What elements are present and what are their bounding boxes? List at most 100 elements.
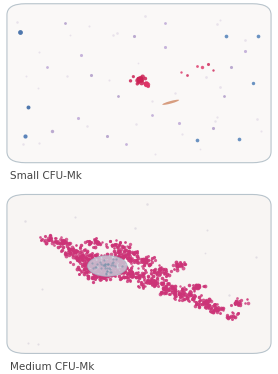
Point: [234, 300, 239, 306]
Point: [116, 93, 120, 99]
Point: [108, 266, 112, 272]
Point: [88, 258, 92, 264]
Point: [197, 282, 201, 288]
Point: [125, 255, 129, 261]
Point: [201, 299, 205, 305]
Point: [100, 272, 104, 278]
Point: [194, 283, 199, 289]
Point: [198, 292, 203, 298]
Point: [164, 283, 168, 289]
Point: [234, 300, 238, 306]
Point: [79, 242, 83, 248]
Point: [86, 253, 91, 259]
Point: [85, 253, 89, 259]
Point: [225, 312, 230, 318]
Point: [93, 271, 97, 277]
Point: [162, 277, 166, 283]
Point: [180, 294, 184, 300]
Point: [118, 254, 122, 260]
Point: [234, 298, 238, 304]
Point: [158, 265, 163, 271]
Point: [152, 277, 156, 283]
Point: [93, 273, 97, 279]
Point: [100, 266, 105, 272]
Point: [82, 271, 86, 277]
Point: [206, 305, 211, 311]
Point: [142, 283, 147, 289]
Point: [91, 274, 95, 280]
Point: [209, 303, 214, 309]
Point: [68, 259, 73, 265]
Point: [99, 264, 103, 270]
Point: [109, 273, 113, 279]
Point: [105, 254, 110, 260]
Point: [128, 255, 132, 261]
Point: [175, 263, 180, 269]
Point: [83, 264, 88, 270]
Point: [243, 300, 247, 306]
Point: [85, 266, 89, 272]
Point: [177, 289, 181, 295]
Point: [162, 286, 167, 292]
Point: [117, 241, 121, 247]
Point: [148, 279, 152, 285]
Point: [163, 285, 168, 291]
Point: [109, 269, 113, 275]
Point: [99, 276, 103, 282]
Point: [153, 282, 157, 288]
Point: [100, 272, 105, 278]
Point: [174, 261, 179, 267]
Point: [127, 251, 131, 257]
Point: [111, 262, 116, 268]
Point: [229, 313, 233, 319]
Point: [94, 269, 99, 275]
Point: [80, 257, 84, 263]
Point: [130, 257, 135, 263]
Point: [54, 239, 58, 245]
Point: [237, 302, 242, 308]
Point: [81, 255, 86, 261]
Point: [170, 285, 174, 291]
Point: [133, 249, 138, 255]
Point: [146, 274, 151, 280]
Point: [60, 240, 65, 246]
Point: [108, 263, 112, 269]
Point: [118, 240, 123, 246]
Point: [172, 295, 177, 301]
Point: [172, 290, 177, 296]
Point: [94, 259, 98, 265]
Point: [195, 285, 200, 291]
Point: [50, 128, 54, 134]
Point: [135, 60, 140, 66]
Point: [87, 267, 91, 273]
Point: [138, 256, 143, 262]
Point: [178, 263, 183, 269]
Point: [108, 260, 112, 266]
Point: [180, 286, 184, 292]
Point: [80, 263, 84, 269]
Point: [127, 256, 132, 262]
Point: [122, 266, 127, 272]
Point: [181, 292, 186, 298]
Point: [84, 269, 88, 275]
Point: [23, 133, 28, 139]
Point: [95, 239, 100, 245]
Point: [194, 301, 198, 307]
Point: [128, 78, 133, 84]
Point: [179, 69, 183, 75]
Point: [143, 256, 147, 262]
Point: [224, 33, 229, 39]
Point: [72, 246, 77, 252]
Point: [135, 257, 139, 263]
Point: [63, 249, 68, 255]
Point: [130, 274, 135, 280]
Point: [115, 249, 120, 255]
Point: [172, 266, 176, 272]
Point: [105, 262, 109, 268]
Ellipse shape: [88, 256, 127, 276]
Point: [209, 305, 214, 311]
Point: [54, 238, 59, 244]
Point: [101, 275, 105, 280]
Point: [93, 239, 97, 245]
Point: [191, 285, 196, 291]
